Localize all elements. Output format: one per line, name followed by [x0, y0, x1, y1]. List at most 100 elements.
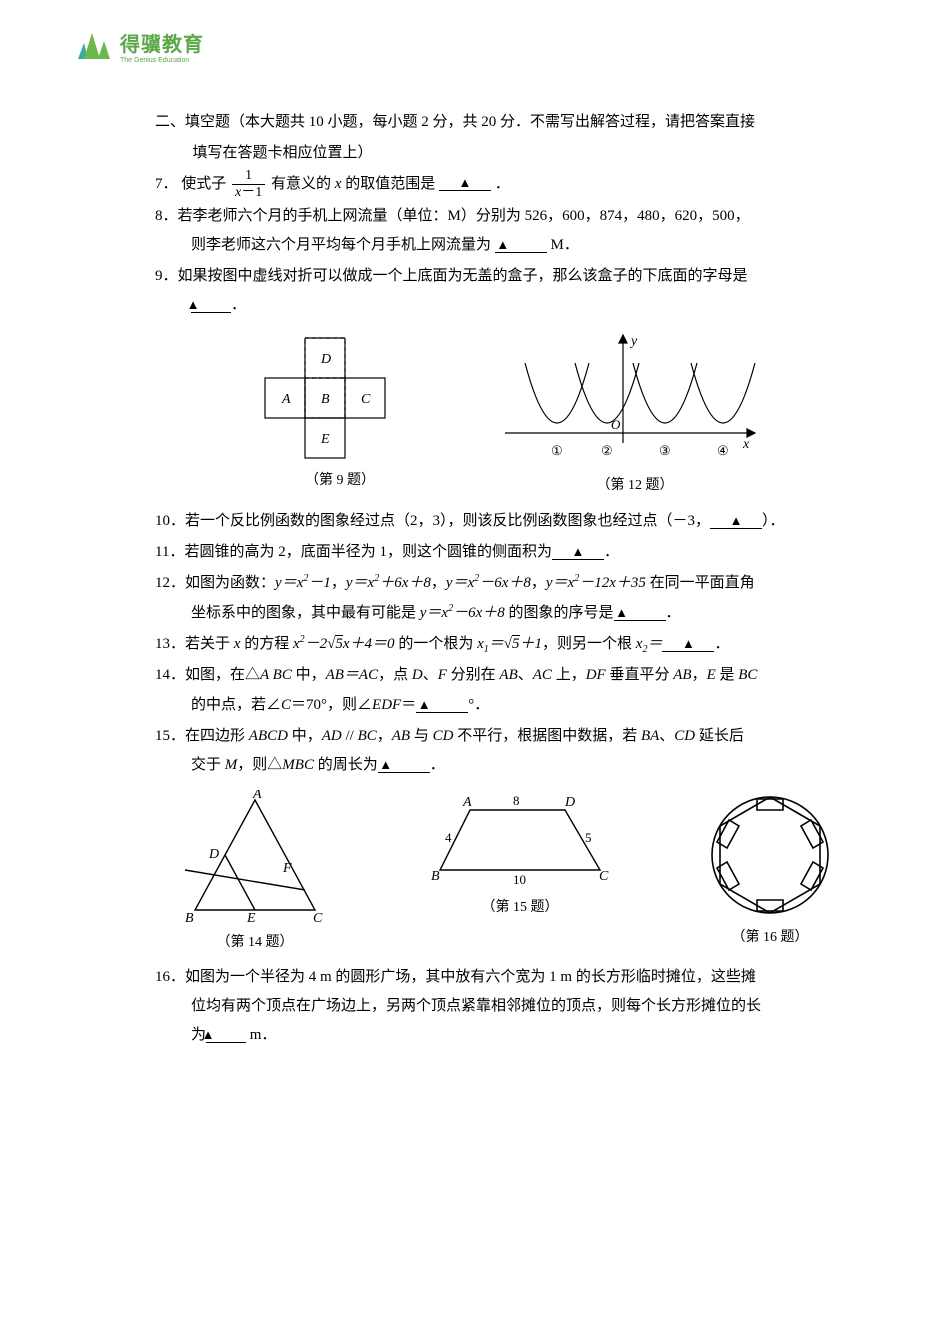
q10-blank: ▲: [710, 514, 762, 529]
figure-14: A B C D E F （第 14 题）: [175, 790, 335, 956]
fig16-svg: [705, 790, 835, 920]
q13-root2-var: x2＝: [636, 636, 663, 652]
fig9-svg: A B C D E: [255, 333, 425, 463]
q16-text2: 位均有两个顶点在广场边上，另两个顶点紧靠相邻摊位的顶点，则每个长方形摊位的长: [191, 998, 761, 1014]
svg-text:x: x: [742, 437, 750, 452]
section-title: 二、填空题（本大题共 10 小题，每小题 2 分，共 20 分．不需写出解答过程…: [155, 108, 835, 137]
fig14-svg: A B C D E F: [175, 790, 335, 925]
question-15: 15．在四边形 ABCD 中，AD // BC，AB 与 CD 不平行，根据图中…: [155, 722, 835, 781]
q14-unit: °．: [468, 697, 489, 713]
q12-blank: ▲: [614, 606, 666, 621]
fig9-caption: （第 9 题）: [305, 467, 375, 494]
fig15-svg: A D B C 8 4 5 10: [425, 790, 615, 890]
q16-num: 16．: [155, 969, 185, 985]
svg-text:B: B: [185, 911, 194, 925]
svg-text:C: C: [361, 392, 371, 407]
fig16-caption: （第 16 题）: [732, 924, 809, 951]
q13-t2: 的方程: [240, 636, 293, 652]
q12-period: ．: [666, 605, 681, 621]
logo-en: The Genius Education: [120, 57, 204, 64]
q13-period: ．: [714, 636, 729, 652]
svg-text:②: ②: [601, 443, 613, 458]
q15-num: 15．: [155, 728, 185, 744]
svg-text:5: 5: [585, 830, 592, 845]
q13-t1: 若关于: [185, 636, 234, 652]
svg-text:③: ③: [659, 443, 671, 458]
question-12: 12．如图为函数：y＝x2－1，y＝x2＋6x＋8，y＝x2－6x＋8，y＝x2…: [155, 569, 835, 628]
svg-text:F: F: [282, 861, 292, 876]
q15-text1: 在四边形 ABCD 中，AD // BC，AB 与 CD 不平行，根据图中数据，…: [185, 728, 744, 744]
q13-num: 13．: [155, 636, 185, 652]
page-content: 二、填空题（本大题共 10 小题，每小题 2 分，共 20 分．不需写出解答过程…: [155, 108, 835, 1052]
logo-cn: 得骥教育: [120, 28, 204, 57]
q7-frac-num: 1: [232, 169, 265, 185]
q7-fraction: 1 x－1: [232, 169, 265, 200]
figure-15: A D B C 8 4 5 10 （第 15 题）: [425, 790, 615, 956]
q7-text-after: 的取值范围是: [345, 175, 435, 191]
svg-text:O: O: [611, 417, 621, 432]
question-11: 11．若圆锥的高为 2，底面半径为 1，则这个圆锥的侧面积为▲．: [155, 538, 835, 567]
q7-frac-den: x－1: [232, 185, 265, 200]
svg-text:E: E: [320, 432, 330, 447]
question-14: 14．如图，在△A BC 中，AB＝AC，点 D、F 分别在 AB、AC 上，D…: [155, 661, 835, 720]
q13-t3: 的一个根为: [395, 636, 478, 652]
q12-eq2: y＝x2＋6x＋8: [346, 575, 431, 591]
q10-num: 10．: [155, 513, 185, 529]
q16-blank: ▲: [206, 1028, 246, 1043]
svg-text:E: E: [246, 911, 256, 925]
figure-row-1: A B C D E （第 9 题） x: [175, 333, 835, 499]
q12-eq4: y＝x2－12x＋35: [546, 575, 646, 591]
logo-icon: [78, 31, 114, 61]
q15-blank: ▲: [378, 758, 430, 773]
q12-t2b: 的图象的序号是: [505, 605, 614, 621]
q9-blank: ▲: [191, 298, 231, 313]
q11-period: ．: [604, 544, 619, 560]
q7-var: x: [335, 175, 342, 191]
q10-text1: 若一个反比例函数的图象经过点（2，3），则该反比例函数图象也经过点（－3，: [185, 513, 710, 529]
svg-text:B: B: [431, 869, 440, 884]
q12-eq1: y＝x2－1: [275, 575, 331, 591]
q12-t2a: 坐标系中的图象，其中最有可能是: [191, 605, 420, 621]
q9-num: 9．: [155, 268, 178, 284]
fig12-caption: （第 12 题）: [597, 472, 674, 499]
q13-blank: ▲: [662, 637, 714, 652]
svg-text:8: 8: [513, 793, 520, 808]
q12-target: y＝x2－6x＋8: [420, 605, 505, 621]
figure-12: x y O ① ② ③ ④ （第 12 题）: [505, 333, 765, 499]
q15-text2: 交于 M，则△MBC 的周长为: [191, 757, 378, 773]
q9-text1: 如果按图中虚线对折可以做成一个上底面为无盖的盒子，那么该盒子的下底面的字母是: [178, 268, 748, 284]
q11-text1: 若圆锥的高为 2，底面半径为 1，则这个圆锥的侧面积为: [184, 544, 552, 560]
svg-text:D: D: [564, 795, 575, 810]
question-7: 7． 使式子 1 x－1 有意义的 x 的取值范围是 ▲ ．: [155, 169, 835, 200]
q7-num: 7．: [155, 175, 178, 191]
q14-num: 14．: [155, 667, 185, 683]
section-title-line2: 填写在答题卡相应位置上）: [155, 139, 835, 168]
svg-text:y: y: [629, 334, 638, 349]
figure-9: A B C D E （第 9 题）: [255, 333, 425, 499]
q8-unit: M．: [551, 237, 579, 253]
fig14-caption: （第 14 题）: [217, 929, 294, 956]
q11-num: 11．: [155, 544, 184, 560]
q9-period: ．: [231, 297, 246, 313]
question-16: 16．如图为一个半径为 4 m 的圆形广场，其中放有六个宽为 1 m 的长方形临…: [155, 963, 835, 1051]
question-8: 8．若李老师六个月的手机上网流量（单位：M）分别为 526，600，874，48…: [155, 202, 835, 261]
q13-t4: ，则另一个根: [542, 636, 636, 652]
svg-text:D: D: [208, 847, 219, 862]
q8-text2: 则李老师这六个月平均每个月手机上网流量为: [191, 237, 491, 253]
svg-text:B: B: [321, 392, 330, 407]
q8-num: 8．: [155, 208, 178, 224]
q11-blank: ▲: [552, 545, 604, 560]
svg-text:4: 4: [445, 830, 452, 845]
svg-text:C: C: [599, 869, 609, 884]
svg-text:①: ①: [551, 443, 563, 458]
q10-text2: ）．: [762, 513, 785, 529]
q12-num: 12．: [155, 575, 185, 591]
q12-t1b: 在同一平面直角: [646, 575, 755, 591]
q8-text1: 若李老师六个月的手机上网流量（单位：M）分别为 526，600，874，480，…: [178, 208, 750, 224]
q7-text-before: 使式子: [181, 175, 226, 191]
figure-row-2: A B C D E F （第 14 题） A D B C 8 4 5 10: [175, 790, 835, 956]
q12-eq3: y＝x2－6x＋8: [446, 575, 531, 591]
q16-text1: 如图为一个半径为 4 m 的圆形广场，其中放有六个宽为 1 m 的长方形临时摊位…: [185, 969, 756, 985]
q16-unit: m．: [246, 1027, 276, 1043]
brand-logo: 得骥教育 The Genius Education: [78, 28, 204, 64]
